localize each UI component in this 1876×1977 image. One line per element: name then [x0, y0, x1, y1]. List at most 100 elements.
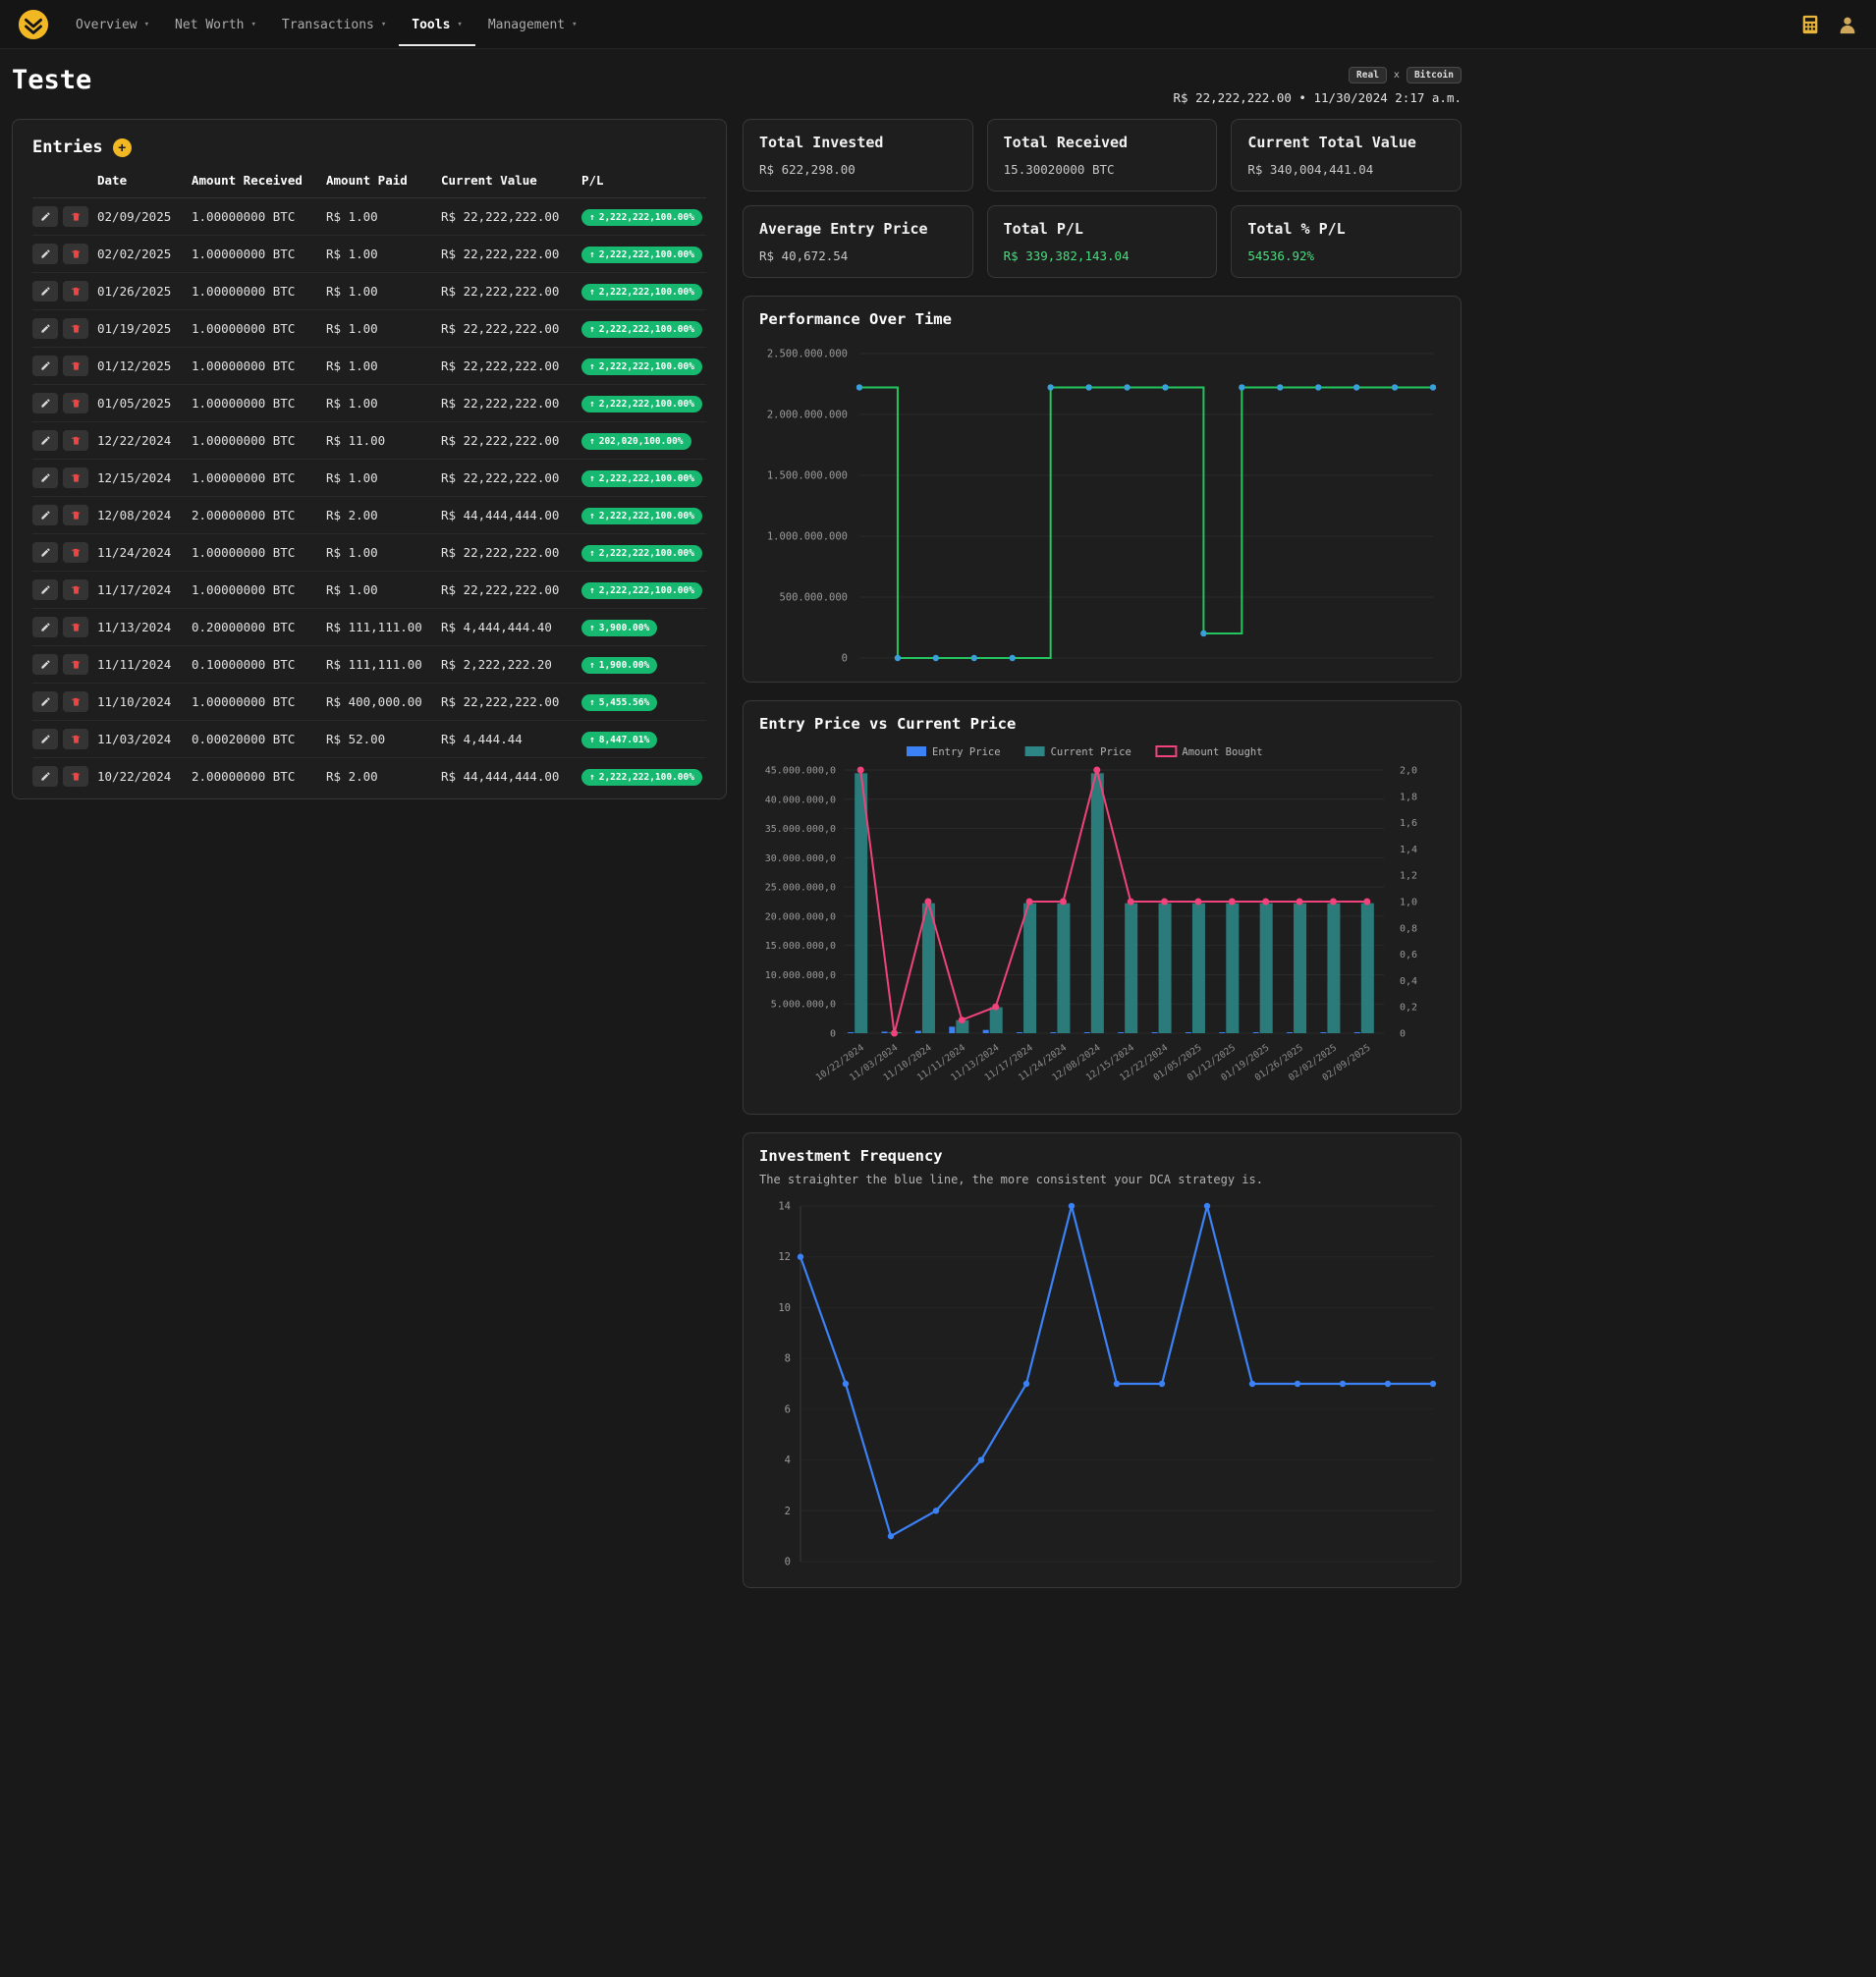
edit-entry-button[interactable]	[32, 766, 58, 787]
entry-current-value: R$ 22,222,222.00	[441, 545, 560, 560]
stat-label: Current Total Value	[1247, 134, 1416, 151]
entries-table-header: Date Amount Received Amount Paid Current…	[32, 165, 706, 198]
edit-entry-button[interactable]	[32, 579, 58, 600]
edit-entry-button[interactable]	[32, 617, 58, 637]
entries-table-body: 02/09/2025 1.00000000 BTC R$ 1.00 R$ 22,…	[32, 198, 706, 795]
entry-current-value: R$ 22,222,222.00	[441, 582, 560, 597]
column-amount-received: Amount Received	[192, 173, 303, 188]
stat-card: Average Entry Price R$ 40,672.54	[743, 205, 973, 278]
edit-entry-button[interactable]	[32, 206, 58, 227]
entry-date: 02/02/2025	[97, 247, 172, 261]
table-row: 11/24/2024 1.00000000 BTC R$ 1.00 R$ 22,…	[32, 534, 706, 572]
edit-entry-button[interactable]	[32, 691, 58, 712]
delete-entry-button[interactable]	[63, 281, 88, 302]
svg-text:0: 0	[830, 1029, 836, 1040]
delete-entry-button[interactable]	[63, 318, 88, 339]
table-row: 11/13/2024 0.20000000 BTC R$ 111,111.00 …	[32, 609, 706, 646]
investment-frequency-card: Investment Frequency The straighter the …	[743, 1132, 1462, 1588]
frequency-chart-title: Investment Frequency	[759, 1147, 943, 1165]
pl-badge: ↑ 2,222,222,100.00%	[581, 768, 702, 786]
nav-item-management[interactable]: Management ▾	[475, 3, 590, 46]
add-entry-button[interactable]: +	[112, 137, 132, 157]
entry-date: 10/22/2024	[97, 769, 172, 784]
delete-entry-button[interactable]	[63, 579, 88, 600]
delete-entry-button[interactable]	[63, 206, 88, 227]
delete-entry-button[interactable]	[63, 244, 88, 264]
table-row: 11/10/2024 1.00000000 BTC R$ 400,000.00 …	[32, 684, 706, 721]
pl-value: 2,222,222,100.00%	[598, 584, 694, 596]
delete-entry-button[interactable]	[63, 356, 88, 376]
svg-text:1,8: 1,8	[1400, 792, 1417, 802]
entry-amount-paid: R$ 52.00	[326, 732, 386, 746]
table-row: 02/02/2025 1.00000000 BTC R$ 1.00 R$ 22,…	[32, 236, 706, 273]
svg-text:Current Price: Current Price	[1051, 746, 1131, 758]
asset-badge: Bitcoin	[1406, 67, 1462, 83]
edit-entry-button[interactable]	[32, 393, 58, 413]
nav-item-tools[interactable]: Tools ▾	[399, 3, 475, 46]
pencil-icon	[40, 735, 50, 743]
chevron-down-icon: ▾	[457, 20, 463, 29]
pl-value: 2,222,222,100.00%	[598, 323, 694, 335]
arrow-up-icon: ↑	[589, 435, 595, 447]
pencil-icon	[40, 548, 50, 557]
delete-entry-button[interactable]	[63, 505, 88, 525]
delete-entry-button[interactable]	[63, 393, 88, 413]
edit-entry-button[interactable]	[32, 244, 58, 264]
entry-amount-paid: R$ 11.00	[326, 433, 386, 448]
edit-entry-button[interactable]	[32, 467, 58, 488]
entry-date: 11/24/2024	[97, 545, 172, 560]
delete-entry-button[interactable]	[63, 617, 88, 637]
svg-text:15.000.000,0: 15.000.000,0	[765, 941, 836, 952]
svg-text:0,6: 0,6	[1400, 950, 1417, 961]
chevron-down-icon: ▾	[143, 20, 150, 29]
svg-text:35.000.000,0: 35.000.000,0	[765, 824, 836, 835]
pl-value: 1,900.00%	[598, 659, 650, 671]
pl-value: 2,222,222,100.00%	[598, 510, 694, 522]
delete-entry-button[interactable]	[63, 729, 88, 749]
trash-icon	[71, 287, 80, 296]
stat-label: Average Entry Price	[759, 220, 928, 238]
svg-text:1.000.000.000: 1.000.000.000	[767, 531, 848, 543]
entry-current-value: R$ 4,444,444.40	[441, 620, 552, 634]
svg-text:30.000.000,0: 30.000.000,0	[765, 853, 836, 864]
delete-entry-button[interactable]	[63, 430, 88, 451]
edit-entry-button[interactable]	[32, 318, 58, 339]
edit-entry-button[interactable]	[32, 542, 58, 563]
entry-current-value: R$ 44,444,444.00	[441, 508, 560, 522]
pl-value: 202,020,100.00%	[598, 435, 684, 447]
svg-text:0,8: 0,8	[1400, 923, 1417, 934]
delete-entry-button[interactable]	[63, 467, 88, 488]
edit-entry-button[interactable]	[32, 505, 58, 525]
table-row: 10/22/2024 2.00000000 BTC R$ 2.00 R$ 44,…	[32, 758, 706, 795]
svg-text:1,0: 1,0	[1400, 898, 1417, 908]
nav-item-label: Tools	[412, 17, 451, 32]
svg-text:40.000.000,0: 40.000.000,0	[765, 795, 836, 805]
svg-text:Amount Bought: Amount Bought	[1182, 746, 1262, 758]
nav-item-overview[interactable]: Overview ▾	[63, 3, 162, 46]
delete-entry-button[interactable]	[63, 654, 88, 675]
entry-amount-paid: R$ 111,111.00	[326, 620, 422, 634]
pair-separator: x	[1393, 70, 1400, 81]
app-logo[interactable]	[18, 9, 49, 40]
entry-date: 11/13/2024	[97, 620, 172, 634]
pl-badge: ↑ 2,222,222,100.00%	[581, 357, 702, 375]
nav-item-transactions[interactable]: Transactions ▾	[269, 3, 399, 46]
edit-entry-button[interactable]	[32, 654, 58, 675]
user-icon	[1840, 17, 1855, 33]
edit-entry-button[interactable]	[32, 729, 58, 749]
entry-current-value: R$ 22,222,222.00	[441, 694, 560, 709]
performance-chart-title: Performance Over Time	[759, 310, 952, 328]
entry-date: 02/09/2025	[97, 209, 172, 224]
user-profile-button[interactable]	[1837, 14, 1858, 35]
svg-text:1,6: 1,6	[1400, 818, 1417, 829]
delete-entry-button[interactable]	[63, 766, 88, 787]
delete-entry-button[interactable]	[63, 691, 88, 712]
calculator-button[interactable]	[1799, 14, 1821, 35]
delete-entry-button[interactable]	[63, 542, 88, 563]
edit-entry-button[interactable]	[32, 356, 58, 376]
edit-entry-button[interactable]	[32, 430, 58, 451]
edit-entry-button[interactable]	[32, 281, 58, 302]
entry-date: 11/11/2024	[97, 657, 172, 672]
table-row: 12/22/2024 1.00000000 BTC R$ 11.00 R$ 22…	[32, 422, 706, 460]
nav-item-net-worth[interactable]: Net Worth ▾	[162, 3, 269, 46]
